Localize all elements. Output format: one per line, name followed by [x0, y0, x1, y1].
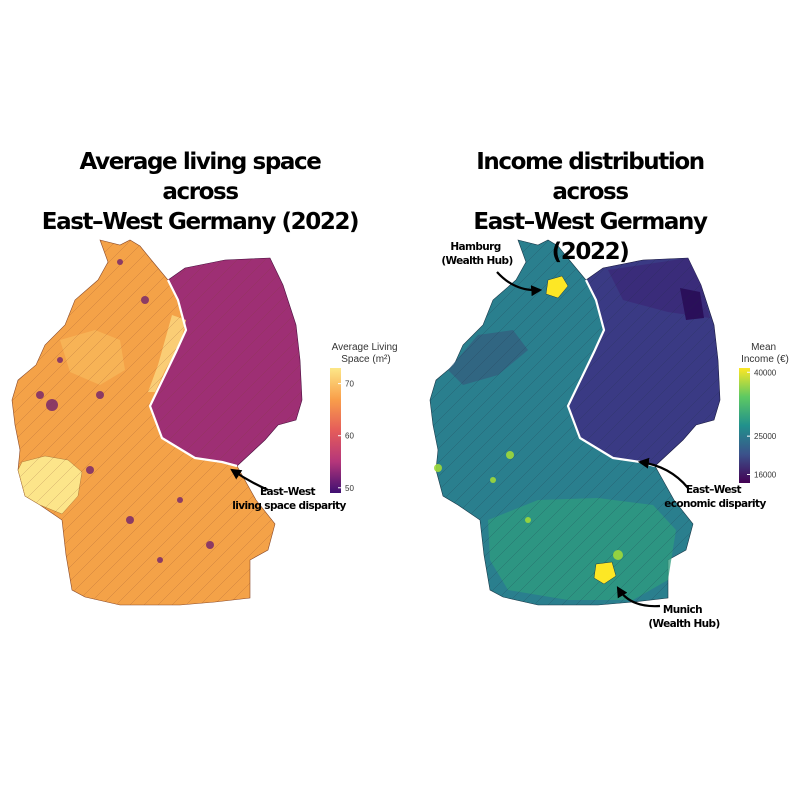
- arrow-living-disparity: [230, 468, 269, 492]
- legend-tick-label: 25000: [754, 432, 777, 441]
- income-title: Income distribution across East–West Ger…: [473, 149, 708, 265]
- legend-tick-label: 50: [345, 484, 354, 493]
- legend-title: Mean Income (€): [741, 342, 789, 365]
- city-spots: [36, 259, 214, 563]
- high-income-spots: [434, 451, 623, 560]
- legend-title: Average Living Space (m²): [332, 342, 401, 365]
- east-west-border: [148, 279, 238, 468]
- east-west-border: [566, 279, 656, 468]
- living-space-legend: Average Living Space (m²) 50 60 70: [330, 342, 401, 493]
- living-space-map: [11, 239, 303, 606]
- arrow-hamburg: [496, 271, 543, 297]
- legend-colorbar: [330, 368, 341, 493]
- annotation-munich: Munich (Wealth Hub): [648, 604, 719, 630]
- legend-tick-label: 70: [345, 380, 354, 389]
- legend-tick-label: 40000: [754, 368, 777, 377]
- arrow-munich: [616, 586, 661, 608]
- legend-colorbar: [739, 368, 750, 483]
- annotation-economic-disparity: East–West economic disparity: [664, 484, 766, 510]
- arrow-economic-disparity: [637, 457, 689, 489]
- hamburg-hub: [545, 275, 569, 299]
- annotation-living-disparity: East–West living space disparity: [232, 486, 346, 512]
- income-map: [429, 239, 721, 606]
- income-legend: Mean Income (€) 16000 25000 40000: [739, 342, 789, 483]
- annotation-hamburg: Hamburg (Wealth Hub): [441, 241, 512, 267]
- legend-tick-label: 60: [345, 432, 354, 441]
- legend-tick-label: 16000: [754, 470, 777, 479]
- munich-hub: [593, 561, 617, 585]
- living-space-title: Average living space across East–West Ge…: [41, 149, 360, 235]
